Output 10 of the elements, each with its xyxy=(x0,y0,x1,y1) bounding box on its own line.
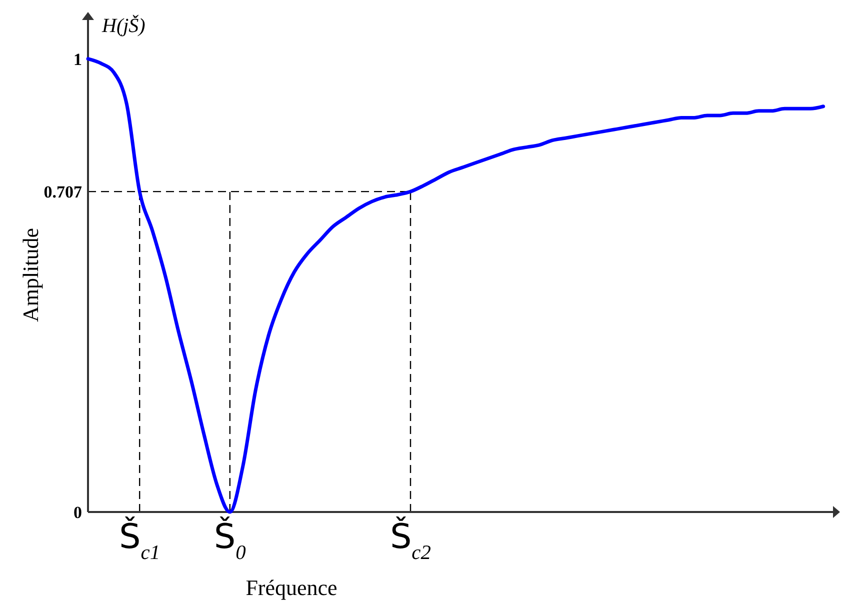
y-tick-label: 0.707 xyxy=(44,182,82,202)
y-axis-title: Amplitude xyxy=(18,228,43,322)
line-series xyxy=(86,57,826,514)
chart-title: H(jŠ) xyxy=(101,14,146,37)
y-tick-label: 1 xyxy=(74,50,82,69)
x-axis-title: Fréquence xyxy=(246,575,338,600)
x-tick-label: Š$_{c1}$ xyxy=(119,516,160,564)
x-tick-label: Š$_{c2}$ xyxy=(390,516,431,564)
y-tick-label: 0 xyxy=(74,503,82,522)
x-tick-label: Š$_{0}$ xyxy=(214,516,246,564)
